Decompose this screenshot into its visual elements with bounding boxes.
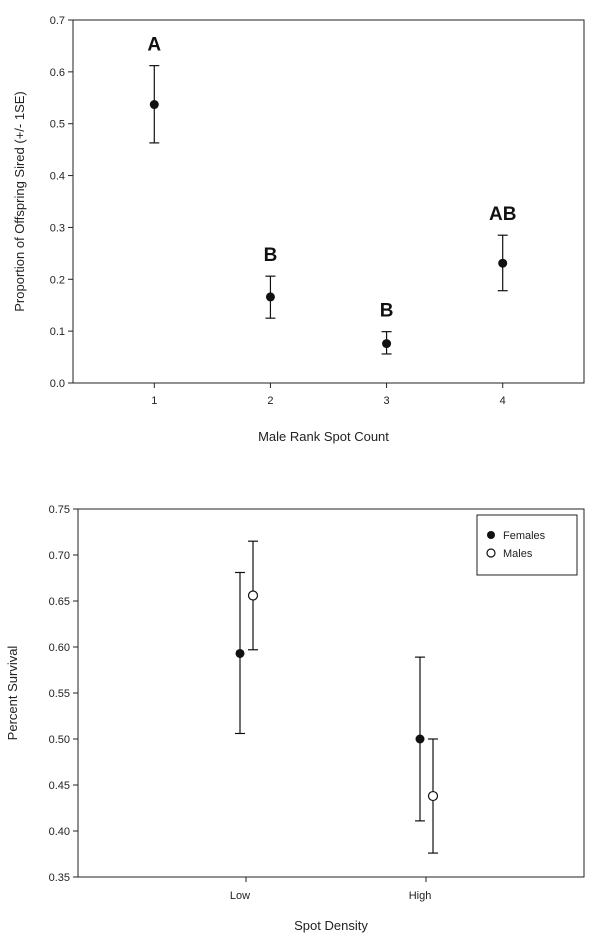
chart1-plot-frame xyxy=(72,19,585,384)
chart1-group-letter: A xyxy=(147,35,161,56)
chart1-data-point xyxy=(265,292,275,302)
chart1-x-tick-label: 4 xyxy=(500,395,506,407)
chart2-legend-marker-females xyxy=(487,531,495,539)
chart2-data-point-females xyxy=(235,648,245,658)
chart2-legend-box xyxy=(476,514,578,576)
chart2-y-tick-label: 0.40 xyxy=(49,826,70,838)
chart1-y-tick-label: 0.0 xyxy=(50,378,65,390)
chart2-x-tick-label: High xyxy=(409,890,432,902)
chart2-x-tick-label: Low xyxy=(230,890,250,902)
chart1-y-tick-label: 0.5 xyxy=(50,119,65,131)
chart1-data-point xyxy=(149,100,159,110)
chart1-group-letter: B xyxy=(264,245,278,266)
chart2-y-tick-label: 0.75 xyxy=(49,504,70,516)
chart2-legend-label: Males xyxy=(503,548,533,560)
chart1-group-letter: B xyxy=(380,301,394,322)
chart2-data-point-females xyxy=(415,734,425,744)
chart2-y-tick-label: 0.65 xyxy=(49,596,70,608)
chart1-x-tick-label: 3 xyxy=(384,395,390,407)
chart1-y-tick-label: 0.4 xyxy=(50,171,65,183)
chart1-y-axis-label: Proportion of Offspring Sired (+/- 1SE) xyxy=(12,91,27,312)
chart2-legend-marker-males xyxy=(486,548,496,558)
chart1-group-letter: AB xyxy=(489,204,516,225)
chart2-data-point-males xyxy=(427,790,439,802)
chart2-legend-label: Females xyxy=(503,530,546,542)
chart1-data-point xyxy=(498,258,508,268)
chart1-x-tick-label: 2 xyxy=(267,395,273,407)
chart1-y-tick-label: 0.3 xyxy=(50,222,65,234)
chart1-y-tick-label: 0.7 xyxy=(50,15,65,27)
chart1-y-tick-label: 0.2 xyxy=(50,274,65,286)
chart1-x-axis-label: Male Rank Spot Count xyxy=(258,429,389,444)
chart2-y-tick-label: 0.70 xyxy=(49,550,70,562)
chart1-y-tick-label: 0.6 xyxy=(50,67,65,79)
chart2-y-tick-label: 0.55 xyxy=(49,688,70,700)
chart2-y-tick-label: 0.60 xyxy=(49,642,70,654)
chart2-data-point-males xyxy=(247,590,259,601)
chart2-y-tick-label: 0.35 xyxy=(49,872,70,884)
chart1-x-tick-label: 1 xyxy=(151,395,157,407)
chart2-y-tick-label: 0.45 xyxy=(49,780,70,792)
chart1-y-tick-label: 0.1 xyxy=(50,326,65,338)
chart1-data-point xyxy=(382,339,392,349)
chart2-x-axis-label: Spot Density xyxy=(294,918,368,933)
chart2-y-tick-label: 0.50 xyxy=(49,734,70,746)
chart2-y-axis-label: Percent Survival xyxy=(5,646,20,741)
